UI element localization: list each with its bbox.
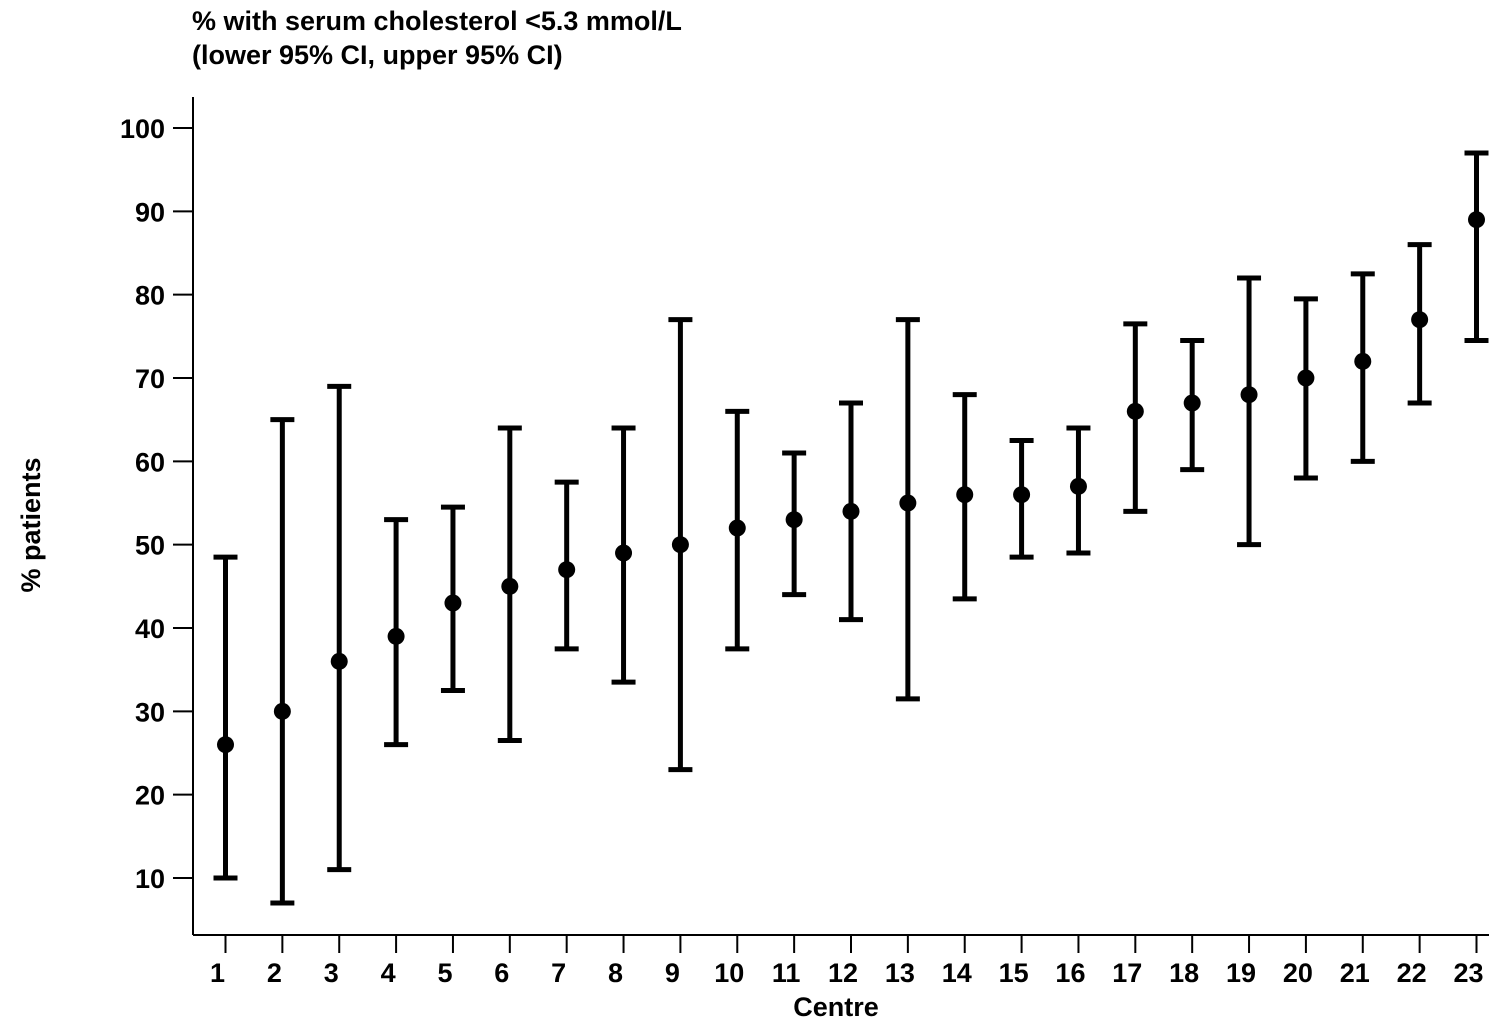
- y-tick-label-40: 40: [135, 614, 165, 644]
- data-point-1: [217, 736, 234, 754]
- y-axis-label: % patients: [16, 457, 46, 592]
- y-tick-label-100: 100: [120, 114, 165, 144]
- data-point-13: [899, 494, 917, 512]
- data-point-22: [1411, 311, 1429, 329]
- data-point-19: [1240, 386, 1258, 404]
- x-tick-label-14: 14: [942, 958, 972, 988]
- x-tick-label-23: 23: [1453, 958, 1483, 988]
- data-points: [217, 211, 1485, 754]
- x-tick-label-17: 17: [1112, 958, 1142, 988]
- chart-title-line-1: % with serum cholesterol <5.3 mmol/L: [192, 6, 682, 36]
- x-tick-label-5: 5: [437, 958, 452, 988]
- y-tick-label-10: 10: [135, 864, 165, 894]
- axes: [192, 97, 1489, 936]
- x-tick-label-19: 19: [1226, 958, 1256, 988]
- data-point-2: [273, 702, 291, 720]
- data-point-10: [728, 519, 746, 537]
- y-tick-label-80: 80: [135, 281, 165, 311]
- data-point-23: [1468, 211, 1485, 229]
- y-tick-label-20: 20: [135, 781, 165, 811]
- data-point-7: [558, 561, 576, 579]
- data-point-17: [1126, 402, 1144, 420]
- data-point-9: [671, 536, 689, 554]
- data-point-14: [956, 486, 974, 504]
- data-point-20: [1297, 369, 1315, 387]
- x-tick-label-8: 8: [608, 958, 623, 988]
- x-tick-label-22: 22: [1397, 958, 1427, 988]
- x-tick-label-16: 16: [1055, 958, 1085, 988]
- data-point-4: [387, 627, 405, 645]
- x-tick-label-20: 20: [1283, 958, 1313, 988]
- x-tick-label-12: 12: [828, 958, 858, 988]
- x-tick-label-6: 6: [494, 958, 509, 988]
- y-tick-label-60: 60: [135, 447, 165, 477]
- x-axis-ticks: 1 2 3 4 5 6 7 8 9 10 11 12 13 14 15 16 17 18 19 20 21 22 23: [210, 935, 1484, 988]
- x-tick-label-4: 4: [381, 958, 396, 988]
- data-point-5: [444, 594, 462, 612]
- chart-title-line-2: (lower 95% CI, upper 95% CI): [192, 40, 563, 70]
- x-tick-label-13: 13: [885, 958, 915, 988]
- data-point-11: [785, 511, 803, 529]
- data-point-16: [1069, 477, 1087, 495]
- x-tick-label-2: 2: [267, 958, 282, 988]
- data-point-12: [842, 502, 860, 520]
- x-tick-label-11: 11: [772, 958, 801, 988]
- x-tick-label-15: 15: [999, 958, 1029, 988]
- data-point-6: [501, 577, 519, 595]
- x-tick-label-10: 10: [714, 958, 744, 988]
- y-axis-ticks: 10 20 30 40 50 60 70 80 90 100: [120, 114, 193, 894]
- y-tick-label-50: 50: [135, 531, 165, 561]
- x-tick-label-18: 18: [1169, 958, 1199, 988]
- data-point-3: [330, 652, 348, 670]
- y-tick-label-30: 30: [135, 697, 165, 727]
- data-point-8: [615, 544, 633, 562]
- x-tick-label-1: 1: [210, 958, 225, 988]
- data-point-18: [1183, 394, 1201, 412]
- x-tick-label-21: 21: [1340, 958, 1370, 988]
- y-tick-label-90: 90: [135, 197, 165, 227]
- data-point-21: [1354, 352, 1372, 370]
- x-tick-label-7: 7: [551, 958, 566, 988]
- y-tick-label-70: 70: [135, 364, 165, 394]
- x-tick-label-9: 9: [665, 958, 680, 988]
- data-point-15: [1013, 486, 1031, 504]
- x-tick-label-3: 3: [324, 958, 339, 988]
- chart-title: % with serum cholesterol <5.3 mmol/L (lo…: [192, 4, 682, 72]
- x-axis-label: Centre: [793, 992, 879, 1022]
- error-bars: [213, 150, 1489, 906]
